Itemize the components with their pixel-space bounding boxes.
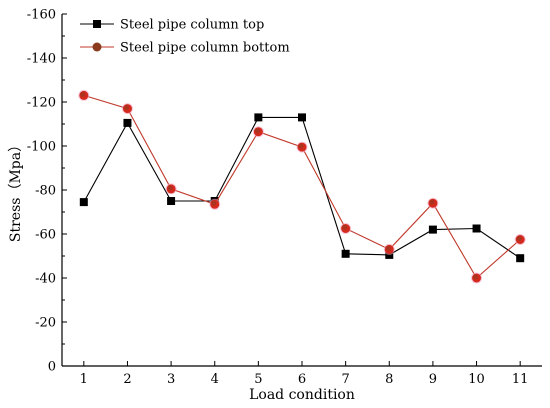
data-point-shade	[516, 236, 522, 241]
series-line	[83, 94, 521, 279]
legend-item-1: Steel pipe column top	[80, 18, 264, 33]
data-point	[341, 249, 350, 258]
legend: Steel pipe column top Steel pipe column b…	[80, 18, 290, 56]
y-tick-label: -80	[35, 184, 56, 199]
x-tick-label: 8	[385, 372, 393, 387]
data-point-shade	[429, 199, 435, 205]
data-point	[516, 254, 525, 263]
y-tick-label: -160	[27, 8, 56, 23]
x-tick-label: 1	[80, 372, 88, 387]
y-tick-label: -20	[35, 316, 56, 331]
data-point-shade	[80, 91, 86, 97]
x-tick-label: 6	[298, 372, 306, 387]
y-tick-label: -40	[35, 272, 56, 287]
data-point-shade	[473, 274, 479, 280]
legend-label: Steel pipe column top	[120, 18, 264, 33]
y-tick-label: -140	[27, 52, 56, 67]
y-tick-label: -60	[35, 228, 56, 243]
x-tick-label: 10	[468, 372, 485, 387]
data-point-shade	[342, 225, 348, 230]
data-point-shade	[254, 128, 260, 134]
x-axis-title: Load condition	[249, 387, 355, 403]
data-point-shade	[167, 185, 173, 191]
x-tick-label: 5	[254, 372, 262, 387]
legend-label: Steel pipe column bottom	[120, 41, 290, 56]
legend-item-2: Steel pipe column bottom	[80, 41, 290, 56]
data-point	[254, 113, 263, 122]
data-point	[79, 198, 88, 207]
data-point	[428, 225, 437, 234]
y-tick-label: -100	[27, 140, 56, 155]
series-layer	[78, 89, 526, 284]
data-point	[123, 118, 132, 127]
legend-marker	[92, 42, 102, 52]
series-line	[83, 116, 521, 259]
data-point	[472, 224, 481, 233]
y-tick-label: 0	[48, 360, 56, 375]
y-tick-label: -120	[27, 96, 56, 111]
data-point-shade	[211, 200, 217, 206]
x-tick-label: 4	[211, 372, 219, 387]
x-tick-label: 3	[167, 372, 175, 387]
data-point-shade	[298, 143, 304, 149]
x-tick-label: 2	[123, 372, 131, 387]
series-1	[79, 113, 525, 263]
series-2	[78, 89, 526, 284]
legend-marker	[93, 20, 101, 28]
data-point	[298, 113, 306, 122]
data-point-shade	[385, 245, 391, 251]
y-axis-title: Stress（Mpa）	[8, 138, 24, 242]
axes: 0 -20 -40 -60 -80 -100 -120 -140 -160 1 2 3 4 5 6 7 8 9 10…	[27, 8, 542, 387]
data-point-shade	[123, 105, 129, 111]
data-point	[167, 197, 176, 205]
x-tick-label: 9	[429, 372, 437, 387]
x-tick-label: 7	[341, 372, 349, 387]
x-tick-label: 11	[512, 372, 529, 387]
